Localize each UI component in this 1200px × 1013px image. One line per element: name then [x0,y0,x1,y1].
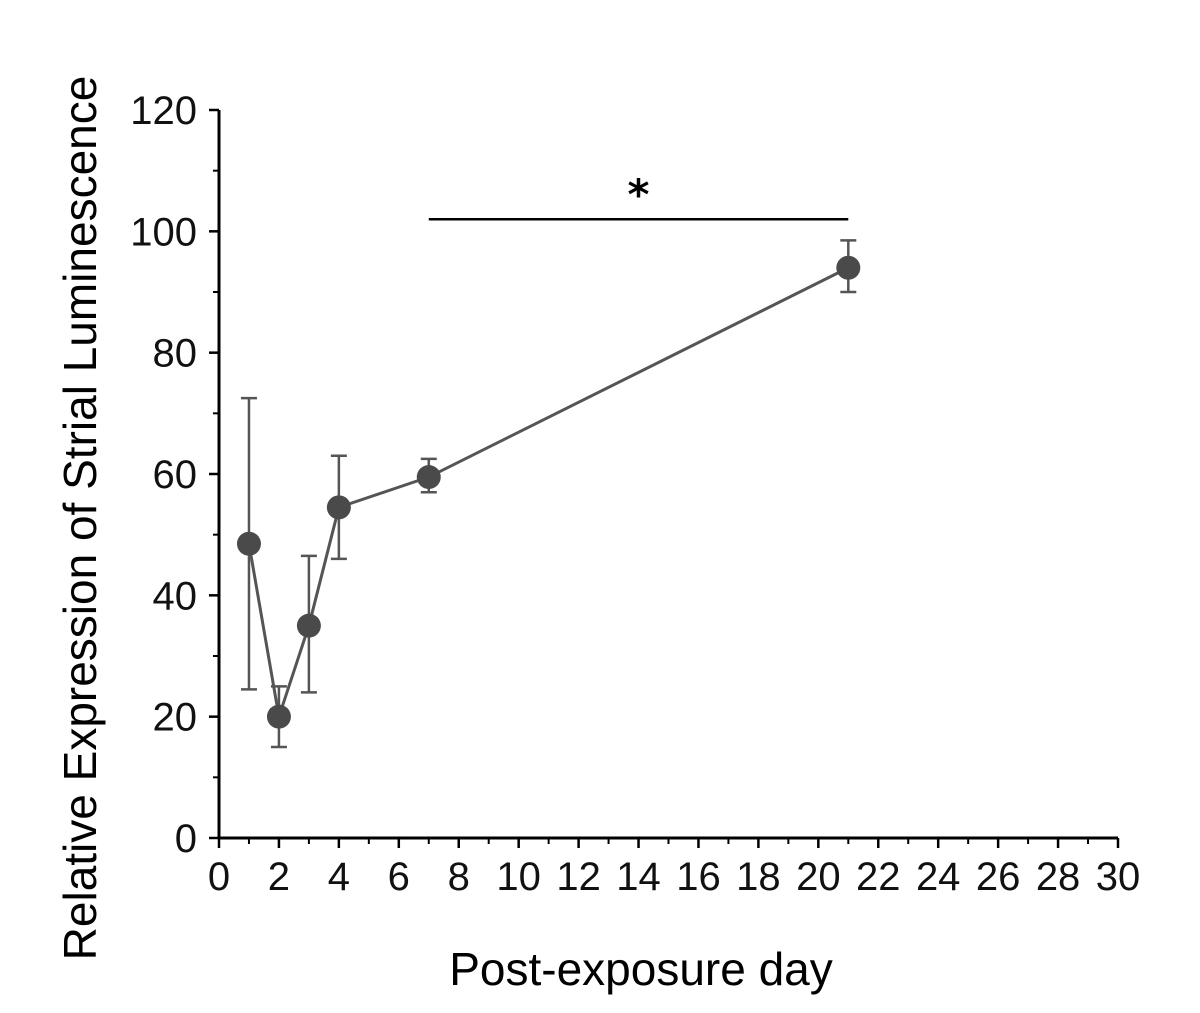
x-tick-label: 6 [388,855,410,899]
y-tick-label: 40 [153,574,198,618]
data-point [296,613,321,638]
x-tick-label: 24 [916,855,961,899]
x-tick-label: 22 [856,855,901,899]
significance-annotation: * [428,170,849,221]
x-tick-label: 12 [556,855,601,899]
x-tick-label: 4 [328,855,350,899]
x-tick-label: 10 [496,855,541,899]
x-tick-label: 30 [1096,855,1141,899]
x-axis-title: Post-exposure day [449,943,833,995]
y-ticks: 0 20 40 60 80 100 120 [130,89,219,861]
y-tick-label: 120 [130,89,197,133]
x-tick-label: 28 [1036,855,1081,899]
x-tick-label: 18 [736,855,781,899]
series-line [247,266,849,718]
x-ticks: 0 2 4 6 8 10 12 14 16 18 20 22 24 26 28 30 [208,838,1140,899]
y-tick-label: 80 [153,332,198,376]
y-tick-label: 20 [153,696,198,740]
x-tick-label: 8 [448,855,470,899]
y-tick-label: 60 [153,453,198,497]
y-tick-label: 100 [130,210,197,254]
data-point [266,704,291,729]
x-tick-label: 20 [796,855,841,899]
x-tick-label: 0 [208,855,230,899]
data-point [326,495,351,520]
y-tick-label: 0 [175,817,197,861]
x-tick-label: 16 [676,855,721,899]
data-series [236,239,861,749]
significance-star: * [628,170,650,219]
data-point [836,255,861,280]
data-point [416,465,441,490]
x-tick-label: 14 [616,855,661,899]
x-tick-label: 2 [268,855,290,899]
y-axis-title: Relative Expression of Strial Luminescen… [54,76,106,961]
data-point [236,531,261,556]
x-tick-label: 26 [976,855,1021,899]
